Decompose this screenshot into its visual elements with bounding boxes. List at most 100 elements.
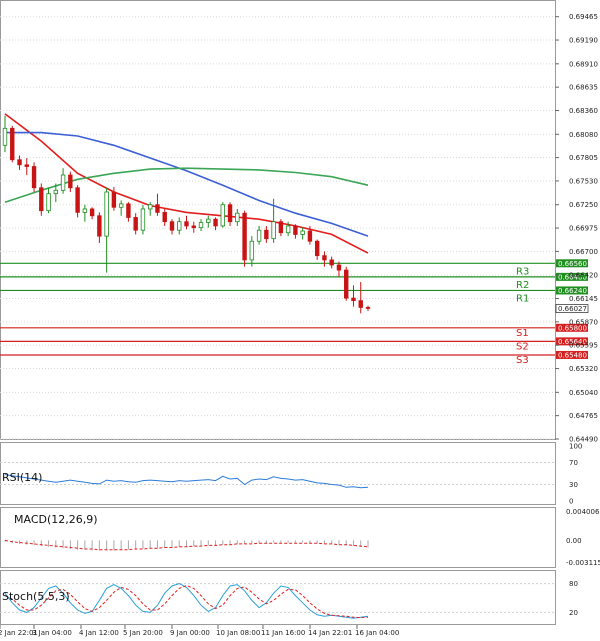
stoch-d-line: [4, 584, 369, 619]
rsi-panel: 100 70 30 0: [0, 443, 582, 506]
macd-tick-label: -0.003115: [566, 559, 600, 567]
candle-body: [24, 164, 29, 167]
candle-body: [2, 127, 8, 146]
price-axis: 0.69465 0.69190 0.68910 0.68635 0.68360 0.680…: [555, 13, 598, 444]
level-label-r2: R2: [516, 280, 529, 291]
price-panel-frame: [0, 0, 556, 440]
candle-body: [75, 187, 80, 213]
level-price-tag-bg: [556, 259, 588, 268]
candle-body: [242, 212, 247, 261]
level-price-tag: 0.65480: [558, 351, 587, 359]
candle-body: [17, 159, 22, 166]
level-price-tag: 0.65800: [558, 324, 587, 332]
candle-body: [162, 211, 167, 223]
level-price-tag-bg: [556, 323, 588, 332]
time-tick-label: 5 Jan 20:00: [123, 629, 163, 637]
candle-body: [358, 300, 363, 308]
candle-body: [82, 208, 88, 213]
time-tick-label: 16 Jan 04:00: [355, 629, 399, 637]
level-label-s1: S1: [516, 328, 529, 339]
level-label-s2: S2: [516, 341, 529, 352]
time-tick-label: 2 Jan 22:01: [0, 629, 38, 637]
candle-body: [285, 225, 291, 234]
candle-body: [307, 230, 313, 242]
level-label-s3: S3: [516, 355, 529, 366]
level-label-r1: R1: [516, 293, 529, 304]
moving-averages: [4, 113, 369, 254]
candle-body: [300, 230, 305, 235]
candle-body: [220, 204, 225, 227]
price-tick-label: 0.68080: [569, 131, 598, 139]
candle-body: [336, 264, 342, 271]
candle-body: [271, 221, 276, 240]
macd-tick-label: 0.00: [566, 537, 582, 545]
time-tick-label: 10 Jan 08:00: [216, 629, 260, 637]
candle-body: [235, 212, 240, 223]
candle-body: [191, 225, 196, 229]
price-tick-label: 0.68910: [569, 60, 598, 68]
stoch-k-line: [4, 583, 369, 619]
price-tick-label: 0.65320: [569, 365, 598, 373]
candle-body: [206, 218, 211, 223]
level-price-tag-bg: [556, 286, 588, 295]
candle-body: [256, 229, 262, 242]
candle-body: [133, 217, 138, 231]
stoch-tick-label: 80: [569, 580, 578, 588]
price-grid: [0, 16, 555, 440]
time-tick-label: 4 Jan 12:00: [79, 629, 119, 637]
level-price-tag: 0.66240: [558, 287, 587, 295]
level-price-tag-bg: [556, 272, 588, 281]
price-tick-label: 0.67250: [569, 201, 598, 209]
price-tick-label: 0.69190: [569, 37, 598, 45]
stoch-label: Stoch(5,5,3): [2, 590, 70, 603]
stoch-panel: 80 20: [0, 580, 578, 619]
stoch-tick-label: 20: [569, 609, 578, 617]
candle-body: [177, 221, 182, 231]
candle-body: [147, 204, 153, 210]
candle-body: [278, 221, 284, 234]
current-price-tag-bg: [555, 304, 589, 313]
price-tick-label: 0.65595: [569, 342, 598, 350]
price-tick-label: 0.67805: [569, 154, 598, 162]
price-tick-label: 0.65040: [569, 389, 598, 397]
candle-body: [264, 229, 269, 240]
candle-body: [293, 225, 298, 235]
candle-body: [140, 208, 146, 231]
macd-signal-line: [4, 539, 369, 551]
macd-panel: 0.004006 0.00 -0.003115: [4, 508, 600, 567]
level-label-r3: R3: [516, 266, 529, 277]
time-tick-label: 9 Jan 00:00: [170, 629, 210, 637]
candle-body: [126, 203, 131, 218]
rsi-line: [4, 474, 369, 489]
candle-body: [249, 240, 255, 261]
time-axis: 2 Jan 22:013 Jan 04:00 4 Jan 12:00 5 Jan 2…: [0, 625, 399, 637]
support-resistance-levels: R3 0.66560 R2 0.66400 R1 0.66240 S1 0.65800 S2 0.…: [0, 259, 589, 366]
level-price-tag: 0.65640: [558, 338, 587, 346]
candle-body: [344, 269, 349, 299]
candle-body: [365, 307, 371, 309]
rsi-panel-frame: [0, 442, 556, 505]
price-tick-label: 0.66420: [569, 272, 598, 280]
current-price-tag: 0.66027: [558, 305, 587, 313]
macd-tick-label: 0.004006: [566, 508, 600, 516]
rsi-tick-label: 100: [569, 443, 582, 451]
price-tick-label: 0.66145: [569, 295, 598, 303]
level-price-tag: 0.66560: [558, 260, 587, 268]
candle-body: [329, 259, 334, 266]
price-tick-label: 0.68360: [569, 107, 598, 115]
candle-body: [97, 215, 102, 237]
time-tick-label: 11 Jan 16:00: [261, 629, 305, 637]
level-price-tag: 0.66400: [558, 273, 587, 281]
price-tick-label: 0.66975: [569, 225, 598, 233]
candle-body: [155, 204, 160, 213]
level-price-tag-bg: [556, 337, 588, 346]
rsi-tick-label: 0: [569, 498, 573, 506]
candle-body: [213, 218, 218, 227]
price-tick-label: 0.67530: [569, 177, 598, 185]
rsi-tick-label: 30: [569, 481, 578, 489]
price-tick-label: 0.64765: [569, 412, 598, 420]
candle-body: [89, 208, 95, 217]
moving-average-line: [4, 113, 369, 254]
price-tick-label: 0.65870: [569, 318, 598, 326]
